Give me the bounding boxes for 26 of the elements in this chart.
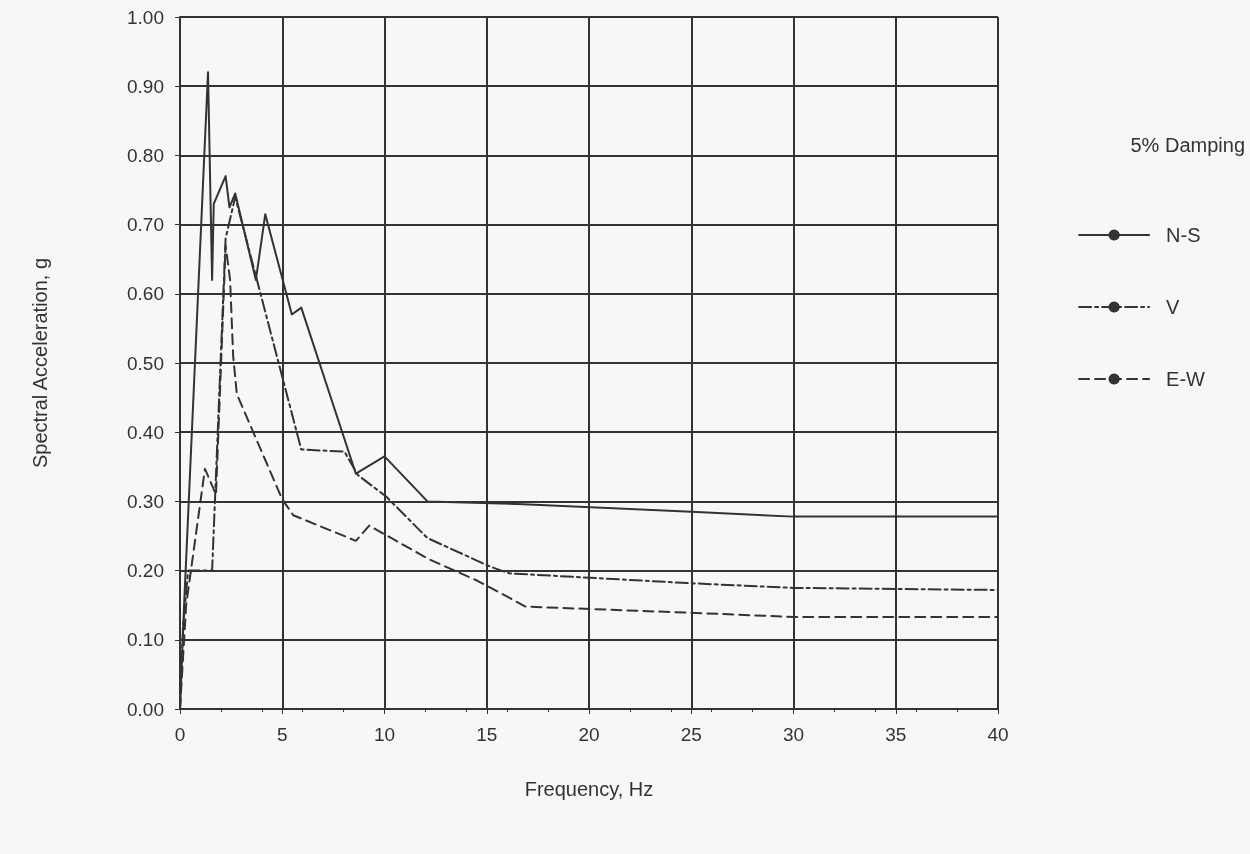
y-tick-label: 0.10 (127, 629, 164, 651)
legend-label: E-W (1166, 368, 1206, 390)
x-tick-label: 10 (373, 724, 396, 745)
x-tick-label: 40 (987, 724, 1009, 745)
x-tick-label: 35 (885, 724, 907, 745)
x-tick-label: 0 (174, 724, 186, 745)
y-axis-title: Spectral Acceleration, g (29, 257, 51, 469)
y-tick-label: 0.30 (127, 490, 164, 512)
x-tick-label: 15 (476, 724, 498, 745)
x-tick-label: 5 (276, 724, 288, 745)
y-tick-label: 0.70 (127, 214, 164, 236)
y-tick-label: 0.00 (127, 698, 164, 720)
x-tick-label: 30 (782, 724, 805, 745)
y-tick-label: 1.00 (127, 6, 164, 28)
legend-title: 5% Damping (1130, 134, 1246, 156)
x-tick-label: 25 (680, 724, 702, 745)
y-tick-label: 0.60 (127, 283, 164, 305)
y-tick-label: 0.80 (127, 144, 164, 166)
x-tick-label: 20 (578, 724, 600, 745)
y-tick-label: 0.90 (127, 75, 164, 97)
legend-label: N-S (1166, 224, 1201, 246)
x-axis-title: Frequency, Hz (524, 778, 654, 800)
y-tick-label: 0.20 (127, 560, 164, 582)
y-tick-label: 0.40 (127, 421, 164, 443)
y-tick-label: 0.50 (127, 352, 164, 374)
legend-label: V (1166, 296, 1181, 318)
